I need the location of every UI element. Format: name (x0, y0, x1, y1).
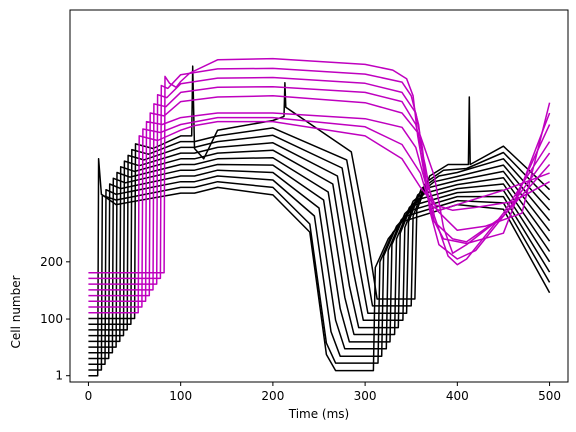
x-tick-label: 400 (446, 389, 469, 403)
cell-trace-13 (88, 116, 550, 308)
x-axis-label: Time (ms) (288, 407, 350, 421)
cell-trace-3 (88, 175, 551, 366)
y-tick-label: 1 (55, 369, 63, 383)
cell-trace-4 (88, 169, 551, 360)
y-tick-label: 100 (40, 312, 63, 326)
x-tick-label: 0 (85, 389, 93, 403)
cell-trace-17 (88, 76, 551, 285)
y-axis-ticks: 1 100 200 (40, 255, 70, 383)
axes-frame (69, 9, 569, 383)
x-tick-label: 100 (169, 389, 192, 403)
series-layer (88, 57, 551, 377)
x-tick-label: 300 (354, 389, 377, 403)
y-tick-label: 200 (40, 255, 63, 269)
cell-trace-11 (88, 65, 551, 320)
cell-trace-5 (88, 163, 551, 354)
x-tick-label: 500 (538, 389, 561, 403)
cell-trace-8 (88, 142, 551, 337)
cell-trace-12 (88, 120, 550, 314)
cell-trace-19 (88, 57, 551, 274)
cell-trace-9 (88, 134, 551, 331)
x-tick-label: 200 (261, 389, 284, 403)
x-axis-ticks: 0 100 200 300 400 500 (85, 382, 561, 403)
y-axis-label: Cell number (9, 275, 23, 348)
